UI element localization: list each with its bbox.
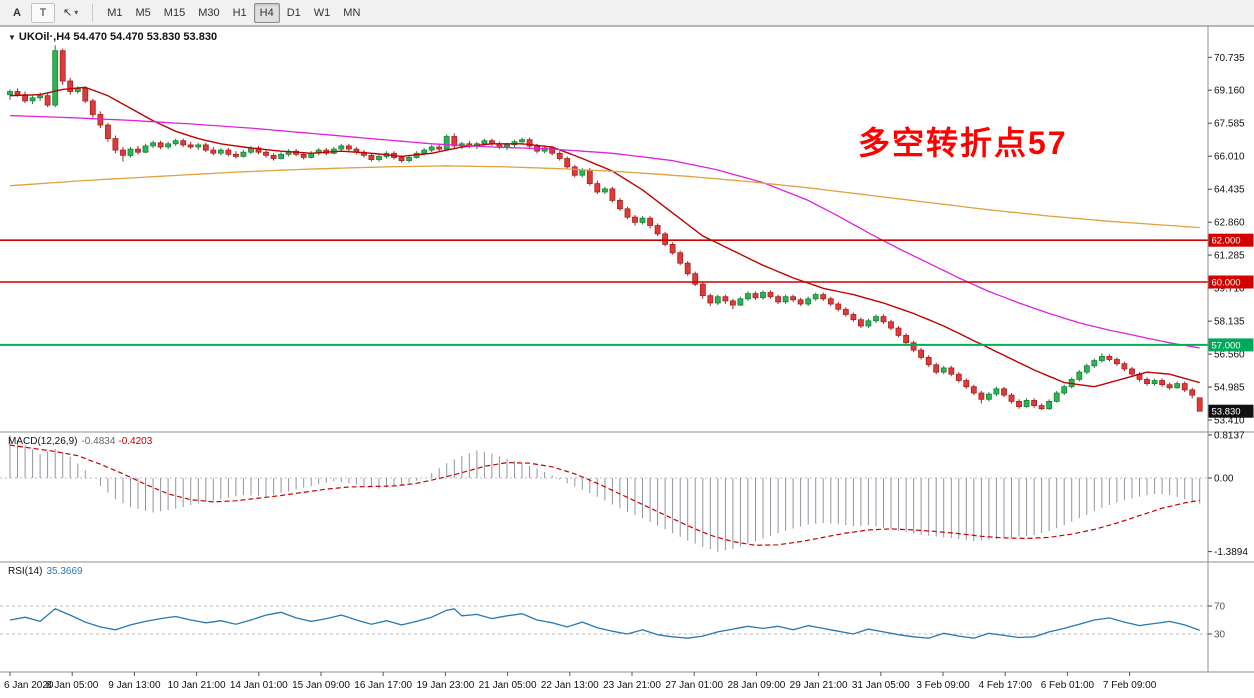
svg-text:60.000: 60.000	[1212, 278, 1241, 289]
svg-text:59.710: 59.710	[1214, 284, 1245, 295]
chevron-down-icon: ▾	[74, 8, 79, 17]
chart-annotation: 多空转折点57	[858, 125, 1068, 161]
timeframe-button-m15[interactable]: M15	[163, 6, 186, 19]
svg-text:28 Jan 09:00: 28 Jan 09:00	[727, 680, 785, 691]
toolbar-button-a[interactable]: A	[13, 6, 21, 19]
svg-text:4 Feb 17:00: 4 Feb 17:00	[979, 680, 1033, 691]
svg-text:15 Jan 09:00: 15 Jan 09:00	[292, 680, 350, 691]
rsi-indicator-header: RSI(14) 35.3669	[8, 566, 83, 577]
svg-text:54.985: 54.985	[1214, 383, 1245, 394]
svg-text:0.00: 0.00	[1214, 474, 1234, 485]
toolbar-separator	[92, 3, 94, 22]
svg-text:6 Jan 2020: 6 Jan 2020	[4, 680, 54, 691]
timeframe-button-m5[interactable]: M5	[135, 6, 151, 19]
svg-text:66.010: 66.010	[1214, 152, 1245, 163]
macd-label: MACD(12,26,9)	[8, 436, 78, 447]
svg-text:62.860: 62.860	[1214, 218, 1245, 229]
svg-text:27 Jan 01:00: 27 Jan 01:00	[665, 680, 723, 691]
timeframe-button-d1[interactable]: D1	[286, 6, 301, 19]
svg-text:-1.3894: -1.3894	[1214, 547, 1248, 558]
toolbar-button-t[interactable]: T	[31, 2, 55, 23]
chart-symbol-title: ▼ UKOil·,H4 54.470 54.470 53.830 53.830	[8, 31, 217, 43]
svg-text:21 Jan 05:00: 21 Jan 05:00	[479, 680, 537, 691]
svg-text:53.410: 53.410	[1214, 416, 1245, 427]
symbol-label: UKOil·,H4	[18, 31, 71, 43]
svg-text:70.735: 70.735	[1214, 53, 1245, 64]
svg-text:30: 30	[1214, 630, 1226, 641]
svg-text:31 Jan 05:00: 31 Jan 05:00	[852, 680, 910, 691]
timeframe-button-mn[interactable]: MN	[343, 6, 361, 19]
svg-text:16 Jan 17:00: 16 Jan 17:00	[354, 680, 412, 691]
svg-text:29 Jan 21:00: 29 Jan 21:00	[790, 680, 848, 691]
svg-text:53.830: 53.830	[1212, 407, 1241, 418]
svg-text:67.585: 67.585	[1214, 119, 1245, 130]
price-chart-canvas[interactable]: 70.735 69.160 67.585 66.010 64.435 62.860 61.2…	[0, 26, 1254, 698]
svg-text:62.000: 62.000	[1212, 236, 1241, 247]
timeframe-button-m1[interactable]: M1	[107, 6, 123, 19]
pointer-tool-button[interactable]: ↖ ▾	[57, 3, 84, 23]
timeframe-button-h4[interactable]: H4	[253, 2, 280, 23]
svg-text:6 Feb 01:00: 6 Feb 01:00	[1041, 680, 1095, 691]
svg-text:69.160: 69.160	[1214, 86, 1245, 97]
macd-main-value: -0.4834	[81, 436, 116, 447]
timeframe-button-h1[interactable]: H1	[232, 6, 247, 19]
timeframe-button-m30[interactable]: M30	[198, 6, 220, 19]
timeframe-buttons: M1 M5 M15 M30 H1 H4 D1 W1 MN	[101, 2, 366, 23]
svg-text:3 Feb 09:00: 3 Feb 09:00	[916, 680, 970, 691]
svg-text:10 Jan 21:00: 10 Jan 21:00	[168, 680, 226, 691]
toolbar: A T ↖ ▾ M1 M5 M15 M30 H1 H4 D1 W1 MN	[0, 0, 1254, 26]
macd-indicator-header: MACD(12,26,9) -0.4834 -0.4203	[8, 436, 152, 447]
svg-text:22 Jan 13:00: 22 Jan 13:00	[541, 680, 599, 691]
svg-text:14 Jan 01:00: 14 Jan 01:00	[230, 680, 288, 691]
rsi-label: RSI(14)	[8, 566, 43, 577]
timeframe-button-w1[interactable]: W1	[313, 6, 331, 19]
rsi-value: 35.3669	[46, 566, 83, 577]
svg-text:61.285: 61.285	[1214, 251, 1245, 262]
svg-text:0.8137: 0.8137	[1214, 430, 1245, 441]
svg-text:64.435: 64.435	[1214, 185, 1245, 196]
svg-text:19 Jan 23:00: 19 Jan 23:00	[416, 680, 474, 691]
svg-text:56.560: 56.560	[1214, 350, 1245, 361]
svg-text:23 Jan 21:00: 23 Jan 21:00	[603, 680, 661, 691]
svg-text:7 Feb 09:00: 7 Feb 09:00	[1103, 680, 1157, 691]
svg-text:57.000: 57.000	[1212, 340, 1241, 351]
macd-signal-value: -0.4203	[118, 436, 153, 447]
svg-text:8 Jan 05:00: 8 Jan 05:00	[46, 680, 99, 691]
svg-text:9 Jan 13:00: 9 Jan 13:00	[108, 680, 161, 691]
svg-text:58.135: 58.135	[1214, 317, 1245, 328]
pointer-icon: ↖	[63, 7, 73, 19]
ohlc-values: 54.470 54.470 53.830 53.830	[73, 31, 218, 43]
collapse-icon: ▼	[8, 33, 16, 42]
svg-text:70: 70	[1214, 602, 1226, 613]
